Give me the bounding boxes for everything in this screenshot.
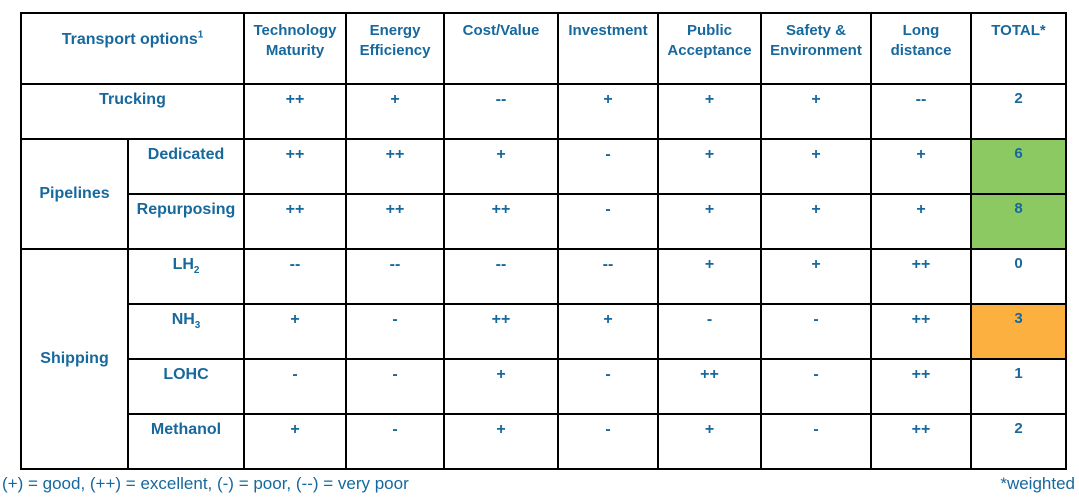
rating-cell: + [870, 193, 972, 250]
rating-cell: - [760, 358, 872, 415]
total-cell-repurposing: 8 [970, 193, 1067, 250]
table-row-shipping-methanol: Methanol + - + - + - ++ 2 [21, 413, 1067, 470]
rating-cell: -- [870, 83, 972, 140]
rating-cell: + [657, 193, 762, 250]
rating-cell: + [243, 303, 347, 360]
rating-cell: -- [443, 248, 559, 305]
table-row-pipelines-dedicated: Pipelines Dedicated ++ ++ + - + + + 6 [20, 138, 1067, 250]
option-label-text: LOHC [163, 366, 209, 383]
rating-cell: ++ [870, 413, 972, 470]
rating-cell: ++ [443, 303, 559, 360]
option-label-methanol: Methanol [127, 413, 245, 470]
rating-cell: -- [345, 248, 445, 305]
rating-legend: (+) = good, (++) = excellent, (-) = poor… [2, 474, 409, 493]
rating-cell: - [345, 413, 445, 470]
total-cell-methanol: 2 [970, 413, 1067, 470]
footnote-marker: 1 [197, 29, 204, 41]
rating-cell: -- [443, 83, 559, 140]
rating-cell: - [345, 303, 445, 360]
transport-options-header-text: Transport options [61, 31, 198, 48]
rating-cell: + [657, 83, 762, 140]
rating-cell: ++ [243, 138, 347, 195]
total-cell-nh3: 3 [970, 303, 1067, 360]
option-label-dedicated: Dedicated [127, 138, 245, 195]
option-label-lohc: LOHC [127, 358, 245, 415]
rating-cell: ++ [345, 193, 445, 250]
option-label-text: LH [172, 256, 194, 273]
rating-cell: + [657, 138, 762, 195]
rating-cell: + [345, 83, 445, 140]
rating-cell: ++ [870, 358, 972, 415]
rating-cell: -- [243, 248, 347, 305]
rating-cell: ++ [657, 358, 762, 415]
total-cell-lohc: 1 [970, 358, 1067, 415]
group-label-pipelines: Pipelines [20, 138, 129, 250]
rating-cell: - [345, 358, 445, 415]
footer: (+) = good, (++) = excellent, (-) = poor… [2, 474, 1075, 494]
rating-cell: - [760, 413, 872, 470]
option-label-text: Methanol [150, 421, 222, 438]
rating-cell: ++ [345, 138, 445, 195]
rating-cell: ++ [870, 303, 972, 360]
criteria-header-public-acceptance: Public Acceptance [657, 12, 762, 85]
rating-cell: + [760, 248, 872, 305]
rating-cell: + [657, 413, 762, 470]
criteria-header-long-distance: Long distance [870, 12, 972, 85]
table-row-pipelines-repurposing: Repurposing ++ ++ ++ - + + + 8 [21, 193, 1067, 250]
rating-cell: + [760, 83, 872, 140]
total-cell-trucking: 2 [970, 83, 1067, 140]
total-cell-lh2: 0 [970, 248, 1067, 305]
rating-cell: + [657, 248, 762, 305]
rating-cell: + [760, 138, 872, 195]
rating-cell: ++ [870, 248, 972, 305]
rating-cell: + [443, 358, 559, 415]
option-label-sub: 3 [194, 320, 201, 332]
rating-cell: + [557, 303, 659, 360]
option-label-text: NH [171, 311, 195, 328]
option-label-nh3: NH3 [127, 303, 245, 360]
rating-cell: - [557, 193, 659, 250]
criteria-header-technology-maturity: Technology Maturity [243, 12, 347, 85]
rating-cell: - [243, 358, 347, 415]
rating-cell: - [557, 413, 659, 470]
rating-cell: ++ [443, 193, 559, 250]
rating-cell: + [870, 138, 972, 195]
option-label-text: Trucking [99, 91, 166, 108]
rating-cell: + [443, 413, 559, 470]
table-row-shipping-lohc: LOHC - - + - ++ - ++ 1 [21, 358, 1067, 415]
option-label-repurposing: Repurposing [127, 193, 245, 250]
group-label-shipping: Shipping [20, 248, 129, 470]
weighted-footnote: *weighted [1000, 474, 1075, 493]
option-label-text: Dedicated [147, 146, 225, 163]
criteria-header-energy-efficiency: Energy Efficiency [345, 12, 445, 85]
option-label-text: Repurposing [136, 201, 236, 218]
total-cell-dedicated: 6 [970, 138, 1067, 195]
rating-cell: + [443, 138, 559, 195]
table-row-shipping-nh3: NH3 + - ++ + - - ++ 3 [21, 303, 1067, 360]
transport-options-table: Transport options1 Technology Maturity E… [20, 12, 1067, 470]
rating-cell: ++ [243, 83, 347, 140]
table-row-trucking: Trucking ++ + -- + + + -- 2 [20, 83, 1067, 140]
rating-cell: -- [557, 248, 659, 305]
option-label-trucking: Trucking [20, 83, 245, 140]
rating-cell: - [557, 358, 659, 415]
rating-cell: - [760, 303, 872, 360]
rating-cell: ++ [243, 193, 347, 250]
total-header: TOTAL* [970, 12, 1067, 85]
option-label-sub: 2 [193, 265, 200, 277]
option-label-lh2: LH2 [127, 248, 245, 305]
criteria-header-cost-value: Cost/Value [443, 12, 559, 85]
rating-cell: + [557, 83, 659, 140]
criteria-header-investment: Investment [557, 12, 659, 85]
rating-cell: - [557, 138, 659, 195]
rating-cell: - [657, 303, 762, 360]
rating-cell: + [760, 193, 872, 250]
rating-cell: + [243, 413, 347, 470]
table-row-shipping-lh2: Shipping LH2 -- -- -- -- + + ++ 0 [20, 248, 1067, 470]
transport-options-header: Transport options1 [20, 12, 245, 85]
header-row: Transport options1 Technology Maturity E… [20, 12, 1067, 85]
criteria-header-safety-environment: Safety & Environment [760, 12, 872, 85]
